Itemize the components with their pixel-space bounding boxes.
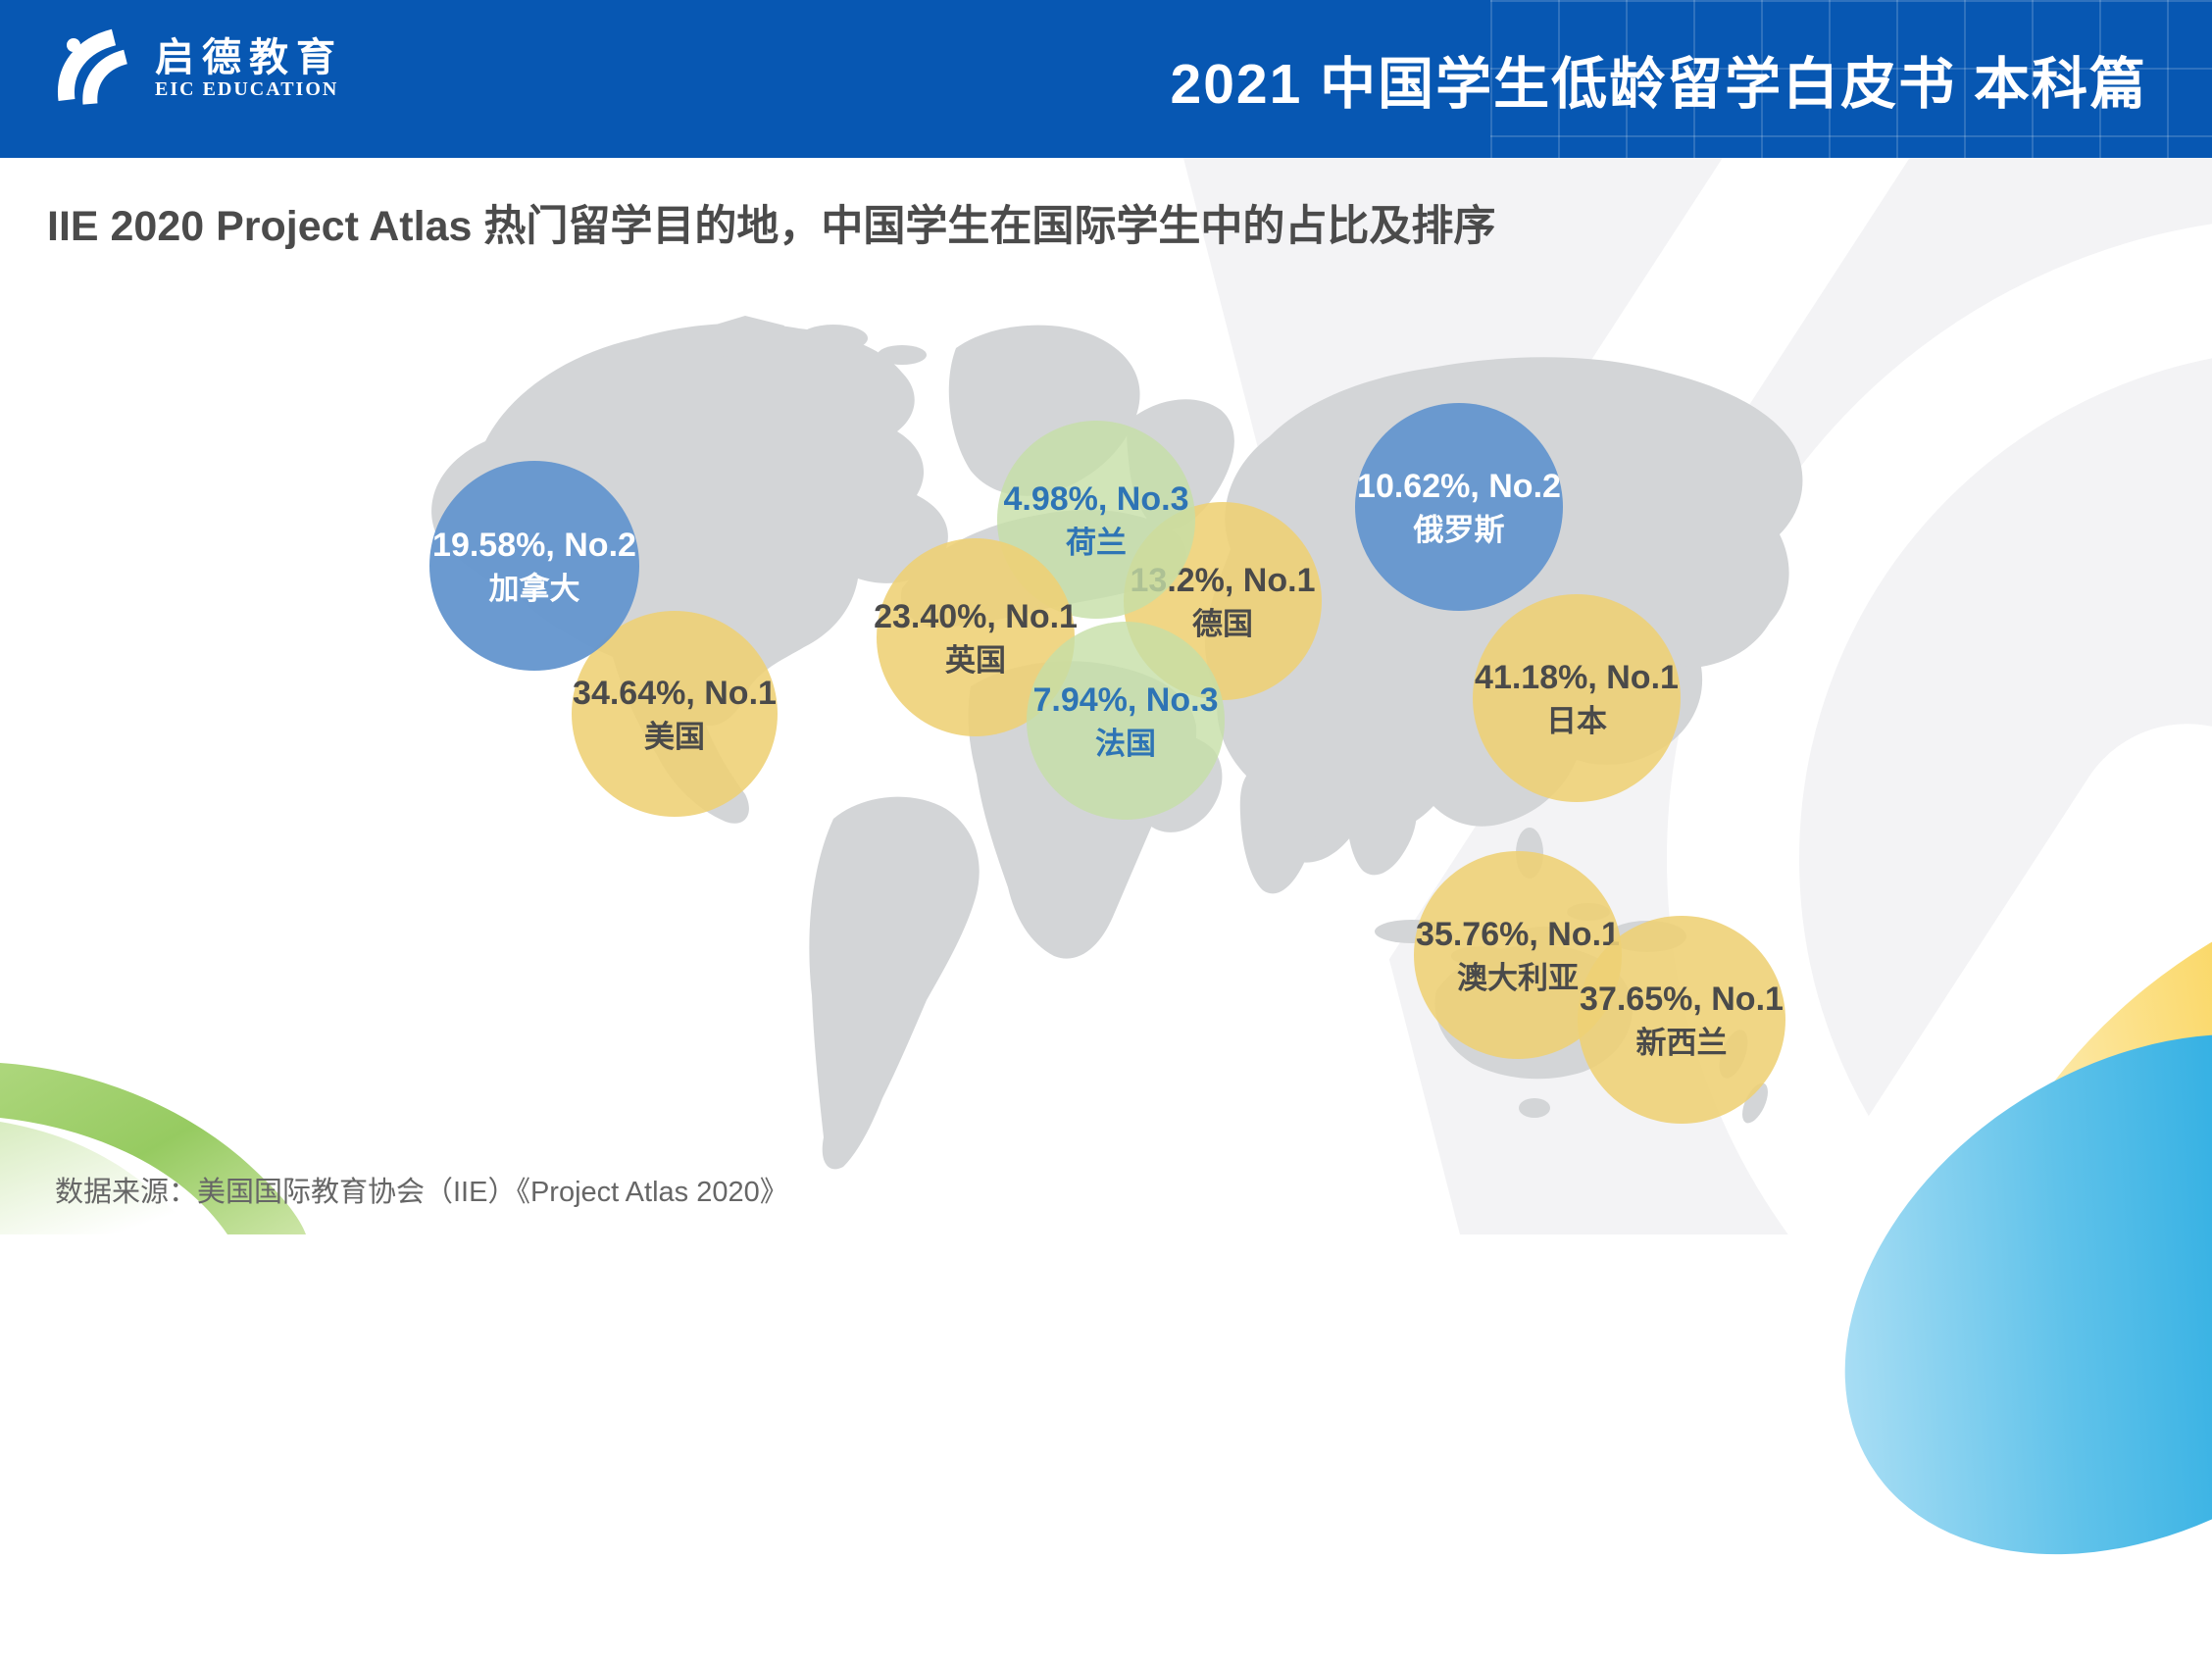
bubble-share-rank: 4.98%, No.3 [1003,479,1189,518]
eic-logo: 启德教育 EIC EDUCATION [57,25,343,112]
bubble-country-name: 澳大利亚 [1457,960,1579,995]
bubble-share-rank: 34.64%, No.1 [573,674,777,712]
country-bubble: 10.62%, No.2 俄罗斯 [1355,403,1563,611]
country-bubble: 35.76%, No.1 澳大利亚 [1414,851,1622,1059]
bubble-country-name: 俄罗斯 [1413,512,1505,547]
bubble-share-rank: 10.62%, No.2 [1357,467,1561,505]
bubble-share-rank: 35.76%, No.1 [1416,915,1620,953]
page-title: IIE 2020 Project Atlas 热门留学目的地，中国学生在国际学生… [47,203,1496,250]
bubble-share-rank: 37.65%, No.1 [1580,980,1784,1018]
report-title: 2021 中国学生低龄留学白皮书 本科篇 [1170,53,2147,116]
source-note: 数据来源：美国国际教育协会（IIE）《Project Atlas 2020》 [55,1177,788,1208]
green-ribbon-decoration [0,1063,306,1234]
bubble-country-name: 新西兰 [1635,1025,1728,1060]
eic-logo-text: 启德教育 EIC EDUCATION [155,37,343,101]
header-bar: 启德教育 EIC EDUCATION 2021 中国学生低龄留学白皮书 本科篇 [0,0,2212,158]
bubble-country-name: 美国 [644,719,705,754]
bubble-country-name: 荷兰 [1066,525,1127,560]
logo-en: EIC EDUCATION [155,77,339,100]
bubble-share-rank: 23.40%, No.1 [874,597,1078,635]
bubble-share-rank: 41.18%, No.1 [1475,658,1679,696]
country-bubble: 37.65%, No.1 新西兰 [1578,916,1785,1124]
bubble-country-name: 加拿大 [488,571,580,606]
country-bubble: 19.58%, No.2 加拿大 [429,461,639,671]
eic-logo-icon [58,28,128,105]
bubble-country-name: 日本 [1546,703,1607,738]
bubble-country-name: 英国 [945,642,1006,678]
country-bubble: 34.64%, No.1 美国 [572,611,778,817]
header-grid-pattern [1490,0,2212,158]
logo-cn: 启德教育 [155,35,343,79]
bubble-share-rank: 19.58%, No.2 [432,526,636,564]
bubble-country-name: 德国 [1192,606,1253,641]
country-bubble: 7.94%, No.3 法国 [1027,622,1225,820]
bubble-share-rank: 7.94%, No.3 [1032,680,1219,719]
country-bubble: 41.18%, No.1 日本 [1473,594,1681,802]
bubble-country-name: 法国 [1095,726,1156,761]
